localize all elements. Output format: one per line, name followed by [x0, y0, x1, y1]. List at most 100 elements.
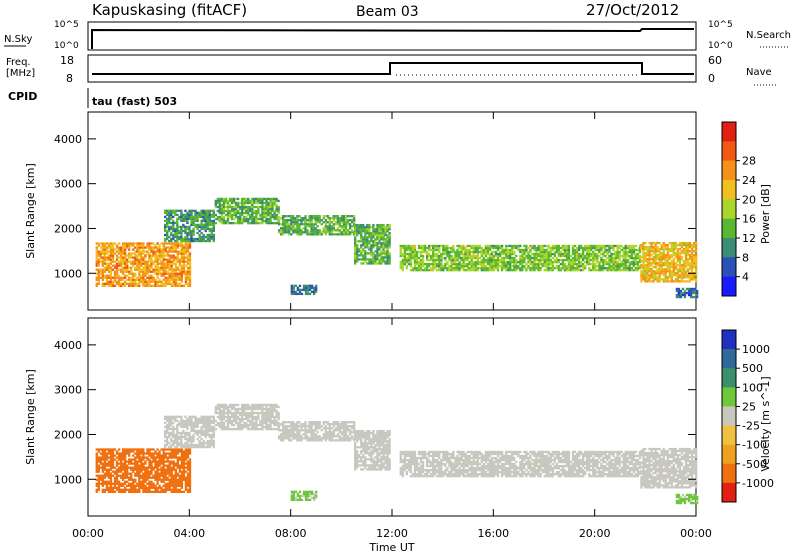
heatmap-cell — [364, 250, 367, 253]
heatmap-cell — [662, 278, 665, 281]
heatmap-cell — [409, 260, 413, 264]
heatmap-cell — [109, 254, 113, 257]
heatmap-cell — [109, 242, 113, 245]
heatmap-cell — [176, 462, 179, 465]
heatmap-cell — [588, 266, 591, 270]
heatmap-cell — [97, 262, 100, 265]
heatmap-cell — [430, 256, 433, 260]
heatmap-cell — [170, 272, 173, 275]
heatmap-cell — [332, 223, 336, 226]
heatmap-cell — [160, 488, 163, 491]
heatmap-cell — [204, 425, 207, 429]
heatmap-cell — [184, 276, 188, 279]
heatmap-cell — [642, 264, 645, 267]
heatmap-cell — [101, 480, 105, 483]
heatmap-cell — [539, 254, 542, 258]
heatmap-cell — [123, 242, 127, 245]
heatmap-cell — [596, 269, 599, 272]
heatmap-cell — [105, 474, 109, 477]
heatmap-cell — [204, 421, 207, 425]
heatmap-cell — [180, 490, 184, 494]
heatmap-cell — [130, 282, 133, 285]
heatmap-cell — [549, 262, 552, 266]
heatmap-cell — [119, 470, 123, 473]
heatmap-cell — [352, 215, 356, 218]
heatmap-cell — [388, 256, 391, 259]
heatmap-cell — [164, 239, 167, 243]
heatmap-cell — [511, 250, 514, 254]
heatmap-cell — [134, 274, 137, 277]
heatmap-cell — [610, 252, 613, 256]
heatmap-cell — [290, 225, 293, 228]
heatmap-cell — [192, 223, 195, 227]
heatmap-cell — [115, 482, 119, 485]
heatmap-cell — [236, 215, 240, 219]
heatmap-cell — [186, 476, 190, 479]
heatmap-cell — [99, 260, 102, 263]
heatmap-cell — [686, 260, 690, 263]
heatmap-cell — [612, 244, 615, 248]
heatmap-cell — [474, 244, 477, 248]
heatmap-cell — [156, 468, 159, 471]
heatmap-cell — [117, 486, 121, 489]
heatmap-cell — [261, 217, 264, 221]
heatmap-cell — [146, 268, 149, 271]
heatmap-cell — [105, 246, 109, 249]
heatmap-cell — [236, 203, 240, 207]
heatmap-cell — [182, 213, 185, 217]
heatmap-cell — [388, 242, 391, 245]
heatmap-cell — [126, 278, 129, 281]
heatmap-cell — [415, 252, 419, 256]
heatmap-cell — [618, 252, 621, 256]
heatmap-cell — [376, 256, 379, 259]
heatmap-cell — [567, 269, 571, 272]
heatmap-cell — [97, 482, 100, 485]
heatmap-cell — [148, 280, 151, 283]
heatmap-cell — [130, 466, 133, 469]
heatmap-cell — [142, 276, 145, 279]
heatmap-cell — [290, 286, 293, 290]
heatmap-cell — [354, 228, 357, 231]
heatmap-cell — [182, 256, 186, 259]
heatmap-cell — [192, 231, 195, 235]
heatmap-cell — [494, 252, 498, 256]
heatmap-cell — [148, 246, 151, 249]
heatmap-cell — [170, 478, 173, 481]
heatmap-cell — [488, 258, 492, 262]
heatmap-cell — [608, 266, 611, 270]
heatmap-cell — [123, 454, 127, 457]
heatmap-cell — [95, 256, 98, 259]
heatmap-cell — [164, 478, 167, 481]
heatmap-cell — [545, 264, 548, 268]
heatmap-cell — [531, 252, 534, 256]
heatmap-cell — [513, 256, 516, 260]
heatmap-cell — [672, 241, 676, 245]
heatmap-cell — [490, 256, 494, 260]
heatmap-cell — [115, 274, 119, 277]
heatmap-cell — [113, 458, 117, 461]
heatmap-cell — [692, 274, 696, 277]
heatmap-cell — [614, 252, 617, 256]
heatmap-cell — [186, 466, 190, 469]
heatmap-cell — [638, 254, 642, 258]
heatmap-cell — [220, 203, 224, 207]
heatmap-cell — [172, 448, 175, 451]
heatmap-cell — [188, 433, 191, 437]
heatmap-cell — [103, 460, 107, 463]
heatmap-cell — [121, 466, 125, 469]
heatmap-cell — [604, 260, 607, 264]
heatmap-cell — [537, 246, 540, 250]
heatmap-cell — [571, 266, 575, 270]
heatmap-cell — [136, 452, 139, 455]
heatmap-cell — [170, 450, 173, 453]
heatmap-cell — [172, 282, 175, 285]
heatmap-cell — [411, 250, 415, 254]
heatmap-cell — [380, 256, 383, 259]
heatmap-cell — [200, 415, 203, 418]
heatmap-cell — [409, 264, 413, 268]
heatmap-cell — [261, 209, 264, 213]
heatmap-cell — [515, 244, 518, 248]
heatmap-cell — [210, 437, 213, 441]
heatmap-cell — [676, 280, 680, 283]
heatmap-cell — [188, 464, 192, 467]
